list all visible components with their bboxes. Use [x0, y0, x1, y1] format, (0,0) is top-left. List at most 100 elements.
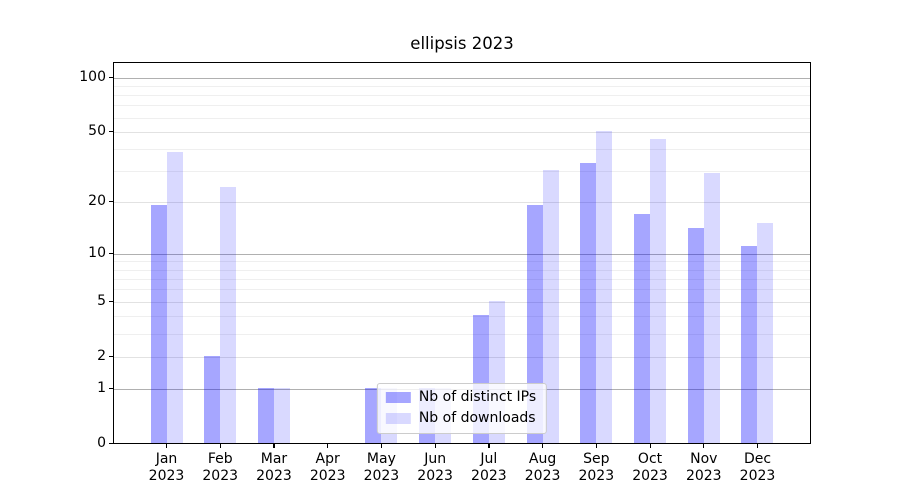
x-tick-year: 2023: [524, 468, 561, 484]
bar: [166, 152, 183, 443]
x-tick-year: 2023: [417, 468, 453, 484]
gridline-decade: [114, 77, 810, 79]
y-axis-tick-label: 20: [88, 193, 106, 210]
legend-swatch: [385, 413, 411, 424]
y-tick-mark: [109, 355, 113, 357]
y-axis-tick-label: 50: [88, 122, 106, 139]
x-tick-month: Nov: [690, 450, 718, 467]
x-tick-mark: [166, 443, 168, 448]
gridline-minor: [114, 171, 810, 173]
gridline-minor: [114, 333, 810, 335]
x-tick-year: 2023: [202, 468, 239, 484]
gridline-minor: [114, 278, 810, 280]
y-tick-mark: [109, 76, 113, 78]
x-axis-tick-label: Nov 2023: [676, 451, 732, 486]
bar: [542, 170, 559, 443]
gridline-minor: [114, 117, 810, 119]
x-tick-month: May: [366, 450, 396, 467]
bar: [703, 172, 720, 443]
legend-swatch: [385, 392, 411, 403]
y-tick-mark: [109, 300, 113, 302]
y-axis-tick-label: 1: [97, 379, 106, 396]
x-tick-year: 2023: [578, 468, 615, 484]
x-axis-tick-label: Oct 2023: [622, 451, 678, 486]
bar: [596, 130, 613, 443]
x-tick-mark: [434, 443, 436, 448]
x-tick-year: 2023: [471, 468, 507, 484]
gridline-mid: [114, 131, 810, 133]
y-tick-mark: [109, 443, 113, 445]
bar: [257, 388, 274, 443]
x-tick-year: 2023: [685, 468, 722, 484]
gridline-minor: [114, 149, 810, 151]
y-tick-mark: [109, 252, 113, 254]
y-tick-mark: [109, 387, 113, 390]
x-tick-mark: [327, 443, 329, 448]
x-axis-tick-label: May 2023: [353, 451, 409, 486]
y-axis-tick-label: 100: [79, 68, 106, 85]
legend-item: Nb of distinct IPs: [385, 389, 537, 406]
gridline-mid: [114, 301, 810, 303]
x-tick-mark: [219, 443, 221, 448]
x-axis-tick-label: Aug 2023: [515, 451, 571, 486]
x-tick-month: Jun: [424, 450, 447, 467]
legend-label: Nb of downloads: [418, 410, 536, 426]
gridline-minor: [114, 95, 810, 97]
bar: [687, 227, 704, 443]
x-tick-mark: [380, 443, 383, 448]
x-tick-month: Sep: [583, 450, 610, 467]
bar: [204, 355, 221, 443]
x-axis-tick-label: Apr 2023: [300, 451, 356, 486]
gridline-minor: [114, 105, 810, 107]
gridline-minor: [114, 269, 810, 271]
x-tick-year: 2023: [256, 468, 292, 484]
chart-title: ellipsis 2023: [410, 34, 514, 53]
gridline-mid: [114, 202, 810, 204]
gridline-minor: [114, 85, 810, 87]
y-axis-tick-label: 5: [97, 292, 106, 309]
y-tick-mark: [109, 201, 113, 203]
gridline-mid: [114, 356, 810, 358]
x-tick-month: Feb: [207, 450, 233, 467]
y-axis-tick-label: 10: [88, 244, 106, 261]
x-tick-year: 2023: [309, 468, 346, 484]
bar: [273, 388, 290, 443]
y-axis-tick-label: 0: [97, 435, 106, 451]
x-tick-month: Aug: [528, 450, 557, 467]
x-axis-tick-label: Sep 2023: [568, 451, 624, 486]
x-tick-month: Jul: [480, 450, 498, 467]
x-tick-year: 2023: [632, 468, 668, 484]
legend-label: Nb of distinct IPs: [418, 389, 537, 405]
gridline-minor: [114, 289, 810, 291]
x-tick-mark: [488, 443, 490, 448]
x-axis-tick-label: Jan 2023: [139, 451, 195, 486]
x-tick-mark: [649, 443, 651, 448]
x-tick-year: 2023: [363, 468, 400, 484]
legend: Nb of distinct IPs Nb of downloads: [376, 383, 548, 434]
plot-area: Nb of distinct IPs Nb of downloads: [113, 62, 811, 444]
x-tick-month: Oct: [637, 450, 663, 467]
x-axis-tick-label: Dec 2023: [729, 451, 785, 486]
x-axis-tick-label: Jun 2023: [407, 451, 463, 486]
x-tick-month: Jan: [155, 450, 178, 467]
x-axis-tick-label: Jul 2023: [461, 451, 517, 486]
y-tick-mark: [109, 130, 113, 132]
legend-item: Nb of downloads: [385, 410, 536, 427]
gridline-decade: [114, 253, 810, 255]
x-tick-mark: [595, 443, 597, 448]
x-axis-tick-label: Feb 2023: [192, 451, 248, 486]
bar: [150, 205, 167, 443]
y-axis-tick-label: 2: [97, 347, 106, 364]
x-tick-mark: [542, 443, 544, 448]
x-tick-month: Apr: [315, 450, 340, 467]
bar: [650, 139, 667, 443]
bar: [220, 187, 237, 443]
gridline-minor: [114, 316, 810, 318]
x-tick-mark: [703, 443, 705, 448]
bar: [634, 213, 651, 443]
x-axis-tick-label: Mar 2023: [246, 451, 302, 486]
bar: [741, 245, 758, 443]
x-tick-month: Dec: [743, 450, 772, 467]
x-tick-year: 2023: [739, 468, 776, 484]
